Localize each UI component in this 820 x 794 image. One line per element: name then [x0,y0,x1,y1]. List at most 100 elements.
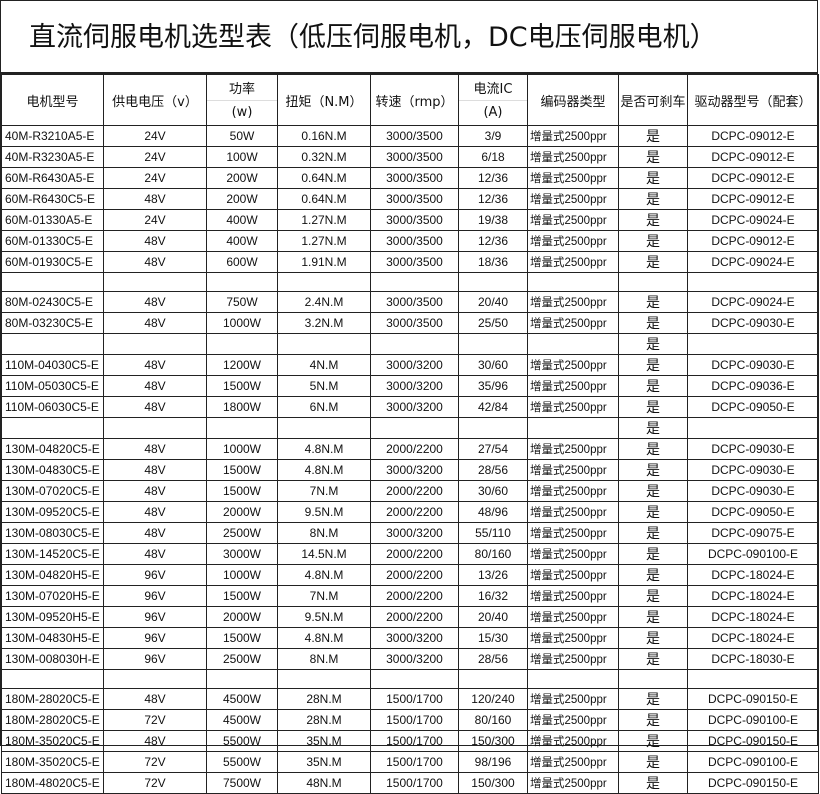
cell-speed: 3000/3500 [370,230,459,252]
cell-driver: DCPC-18024-E [687,585,819,607]
cell-current: 6/18 [458,146,528,168]
cell-encoder: 增量式2500ppr [527,772,619,794]
cell-speed [370,272,459,292]
cell-voltage: 24V [103,209,207,231]
cell-speed: 1500/1700 [370,772,459,794]
cell-speed: 1500/1700 [370,730,459,752]
cell-driver: DCPC-09024-E [687,209,819,231]
cell-brake [618,272,688,292]
cell-model: 40M-R3210A5-E [1,125,104,147]
cell-speed: 3000/3200 [370,396,459,418]
cell-model: 60M-01930C5-E [1,251,104,273]
cell-power: 600W [206,251,278,273]
cell-model [1,417,104,439]
cell-voltage: 72V [103,709,207,731]
table-row: 180M-35020C5-E 48V 5500W 35N.M 1500/1700 150/… [1,730,819,752]
cell-voltage: 48V [103,688,207,710]
cell-torque [277,417,371,439]
cell-power: 1000W [206,438,278,460]
cell-speed: 3000/3200 [370,459,459,481]
cell-encoder: 增量式2500ppr [527,209,619,231]
cell-encoder: 增量式2500ppr [527,251,619,273]
table-row: 130M-04830H5-E 96V 1500W 4.8N.M 3000/3200 15/… [1,627,819,649]
header-power-unit: (w) [231,105,253,121]
cell-speed: 3000/3500 [370,167,459,189]
cell-torque: 4.8N.M [277,459,371,481]
cell-speed: 2000/2200 [370,438,459,460]
cell-voltage: 48V [103,375,207,397]
table-row: 60M-01930C5-E 48V 600W 1.91N.M 3000/3500 18/3… [1,251,819,273]
cell-brake: 是 [618,522,688,544]
cell-torque: 8N.M [277,648,371,670]
cell-driver [687,333,819,355]
cell-brake: 是 [618,709,688,731]
cell-torque: 48N.M [277,772,371,794]
cell-torque: 7N.M [277,585,371,607]
cell-model: 130M-008030H-E [1,648,104,670]
cell-torque: 4N.M [277,354,371,376]
cell-model: 130M-09520H5-E [1,606,104,628]
cell-power: 200W [206,188,278,210]
cell-driver: DCPC-09030-E [687,459,819,481]
table-row [1,272,819,292]
header-current: 电流IC (A) [458,74,528,126]
cell-voltage: 72V [103,772,207,794]
table-row: 60M-01330C5-E 48V 400W 1.27N.M 3000/3500 12/3… [1,230,819,252]
cell-power: 750W [206,291,278,313]
cell-model: 180M-28020C5-E [1,688,104,710]
cell-current [458,333,528,355]
table-row: 180M-28020C5-E 72V 4500W 28N.M 1500/1700 80/1… [1,709,819,731]
table-row: 130M-008030H-E 96V 2500W 8N.M 3000/3200 28/56… [1,648,819,670]
cell-current [458,272,528,292]
cell-model: 110M-05030C5-E [1,375,104,397]
cell-driver: DCPC-09024-E [687,291,819,313]
cell-encoder: 增量式2500ppr [527,688,619,710]
motor-selection-table: 电机型号 供电电压（v） 功率 (w) 扭矩（N.M） 转速（rmp） 电流IC (… [1,74,819,794]
cell-brake: 是 [618,688,688,710]
cell-torque: 0.32N.M [277,146,371,168]
table-row: 80M-03230C5-E 48V 1000W 3.2N.M 3000/3500 25/5… [1,312,819,334]
cell-power [206,272,278,292]
cell-model: 130M-07020C5-E [1,480,104,502]
cell-encoder: 增量式2500ppr [527,312,619,334]
cell-model: 110M-06030C5-E [1,396,104,418]
cell-driver: DCPC-09050-E [687,501,819,523]
cell-encoder: 增量式2500ppr [527,354,619,376]
header-model: 电机型号 [1,74,104,126]
cell-brake: 是 [618,627,688,649]
cell-speed: 3000/3200 [370,375,459,397]
cell-encoder: 增量式2500ppr [527,480,619,502]
cell-speed: 1500/1700 [370,709,459,731]
cell-current: 120/240 [458,688,528,710]
cell-model: 130M-04830H5-E [1,627,104,649]
cell-power: 1500W [206,627,278,649]
cell-brake: 是 [618,167,688,189]
cell-power: 5500W [206,751,278,773]
cell-voltage: 48V [103,251,207,273]
cell-power: 200W [206,167,278,189]
table-row: 40M-R3210A5-E 24V 50W 0.16N.M 3000/3500 3/9 增量… [1,125,819,147]
cell-current: 55/110 [458,522,528,544]
cell-torque [277,333,371,355]
table-row: 180M-28020C5-E 48V 4500W 28N.M 1500/1700 120/… [1,688,819,710]
cell-brake: 是 [618,730,688,752]
table-row: 130M-07020C5-E 48V 1500W 7N.M 2000/2200 30/60… [1,480,819,502]
cell-voltage: 24V [103,125,207,147]
cell-speed: 3000/3500 [370,251,459,273]
table-row: 130M-07020H5-E 96V 1500W 7N.M 2000/2200 16/32… [1,585,819,607]
cell-encoder: 增量式2500ppr [527,627,619,649]
cell-model: 130M-04820C5-E [1,438,104,460]
cell-model: 180M-35020C5-E [1,730,104,752]
cell-model: 180M-28020C5-E [1,709,104,731]
cell-driver: DCPC-09030-E [687,438,819,460]
cell-power: 1500W [206,459,278,481]
cell-model: 60M-01330A5-E [1,209,104,231]
cell-encoder: 增量式2500ppr [527,606,619,628]
cell-speed: 1500/1700 [370,688,459,710]
cell-speed: 3000/3500 [370,291,459,313]
cell-current: 98/196 [458,751,528,773]
cell-torque: 4.8N.M [277,438,371,460]
cell-encoder: 增量式2500ppr [527,291,619,313]
cell-brake: 是 [618,648,688,670]
